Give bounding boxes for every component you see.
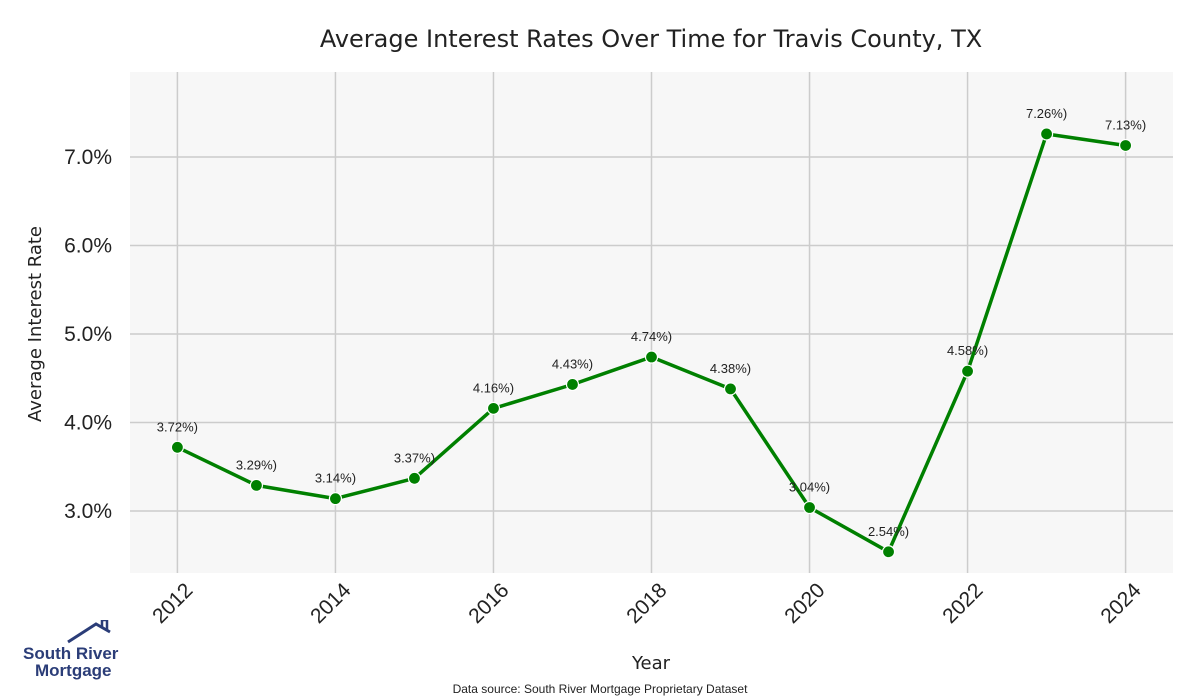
x-tick-label: 2018 bbox=[622, 579, 671, 628]
data-point bbox=[170, 440, 185, 454]
data-point bbox=[881, 545, 896, 559]
logo-line-2: Mortgage bbox=[35, 661, 112, 680]
x-tick-label: 2014 bbox=[306, 579, 356, 629]
data-label: 4.16%) bbox=[473, 380, 514, 395]
data-point bbox=[1039, 127, 1054, 141]
data-point bbox=[644, 350, 659, 364]
data-label: 3.14%) bbox=[315, 471, 356, 486]
chart-title: Average Interest Rates Over Time for Tra… bbox=[320, 25, 982, 53]
data-label: 2.54%) bbox=[868, 524, 909, 539]
y-tick-label: 6.0% bbox=[64, 234, 112, 257]
y-axis-label: Average Interest Rate bbox=[25, 226, 46, 422]
data-label: 7.26%) bbox=[1026, 106, 1067, 121]
data-point bbox=[565, 377, 580, 392]
data-label: 7.13%) bbox=[1105, 117, 1146, 132]
data-point bbox=[1118, 138, 1133, 153]
x-axis-label: Year bbox=[631, 653, 671, 674]
data-point bbox=[723, 382, 738, 396]
x-tick-label: 2020 bbox=[780, 579, 829, 628]
x-tick-label: 2024 bbox=[1096, 579, 1146, 629]
data-point bbox=[328, 492, 343, 506]
y-tick-label: 4.0% bbox=[64, 412, 112, 435]
data-label: 3.72%) bbox=[157, 419, 198, 434]
data-label: 3.29%) bbox=[236, 457, 277, 472]
y-tick-label: 7.0% bbox=[64, 146, 112, 169]
house-roof-icon bbox=[67, 620, 111, 644]
grid-lines bbox=[130, 72, 1173, 573]
y-tick-label: 3.0% bbox=[64, 500, 112, 523]
data-points bbox=[170, 127, 1133, 559]
x-tick-label: 2022 bbox=[938, 579, 987, 628]
x-tick-label: 2016 bbox=[464, 579, 513, 628]
company-logo: South River Mortgage bbox=[18, 620, 118, 682]
y-axis-ticks: 3.0% 4.0% 5.0% 6.0% 7.0% bbox=[64, 146, 112, 523]
data-label: 4.43%) bbox=[552, 356, 593, 371]
x-tick-label: 2012 bbox=[148, 579, 197, 628]
data-label: 4.74%) bbox=[631, 329, 672, 344]
data-labels: 3.72%) 3.29%) 3.14%) 3.37%) 4.16%) 4.43%) 4.74… bbox=[157, 106, 1146, 539]
data-label: 4.58%) bbox=[947, 343, 988, 358]
data-point bbox=[960, 364, 975, 378]
data-point bbox=[802, 500, 817, 515]
data-label: 3.37%) bbox=[394, 450, 435, 465]
logo-line-1: South River bbox=[23, 644, 119, 663]
x-axis-ticks: 2012 2014 2016 2018 2020 2022 2024 bbox=[148, 579, 1146, 629]
y-tick-label: 5.0% bbox=[64, 323, 112, 346]
data-point bbox=[407, 471, 422, 485]
data-point bbox=[486, 401, 501, 415]
data-label: 3.04%) bbox=[789, 479, 830, 494]
data-label: 4.38%) bbox=[710, 361, 751, 376]
source-note: Data source: South River Mortgage Propri… bbox=[453, 682, 748, 696]
data-point bbox=[249, 478, 264, 492]
